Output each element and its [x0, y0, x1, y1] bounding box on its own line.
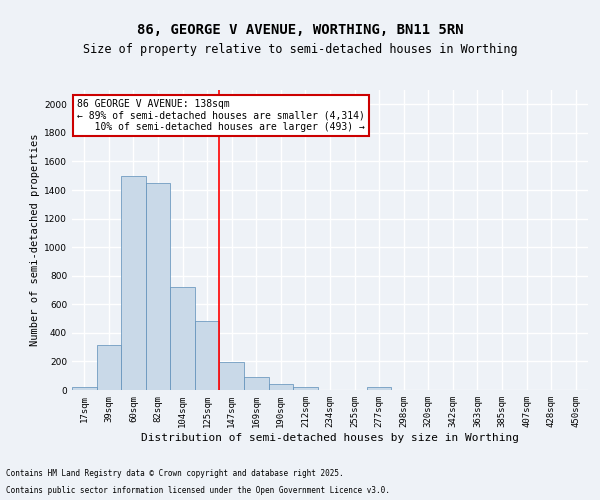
Bar — [220, 362, 244, 390]
Bar — [244, 377, 269, 390]
Bar — [367, 387, 391, 390]
Bar — [293, 387, 318, 390]
Bar — [72, 387, 97, 390]
Bar — [195, 320, 220, 390]
X-axis label: Distribution of semi-detached houses by size in Worthing: Distribution of semi-detached houses by … — [141, 432, 519, 442]
Bar — [97, 345, 121, 390]
Text: Size of property relative to semi-detached houses in Worthing: Size of property relative to semi-detach… — [83, 42, 517, 56]
Text: Contains public sector information licensed under the Open Government Licence v3: Contains public sector information licen… — [6, 486, 390, 495]
Bar — [121, 176, 146, 390]
Bar — [146, 183, 170, 390]
Bar — [170, 287, 195, 390]
Bar — [269, 384, 293, 390]
Text: Contains HM Land Registry data © Crown copyright and database right 2025.: Contains HM Land Registry data © Crown c… — [6, 468, 344, 477]
Y-axis label: Number of semi-detached properties: Number of semi-detached properties — [30, 134, 40, 346]
Text: 86, GEORGE V AVENUE, WORTHING, BN11 5RN: 86, GEORGE V AVENUE, WORTHING, BN11 5RN — [137, 22, 463, 36]
Text: 86 GEORGE V AVENUE: 138sqm
← 89% of semi-detached houses are smaller (4,314)
   : 86 GEORGE V AVENUE: 138sqm ← 89% of semi… — [77, 99, 365, 132]
